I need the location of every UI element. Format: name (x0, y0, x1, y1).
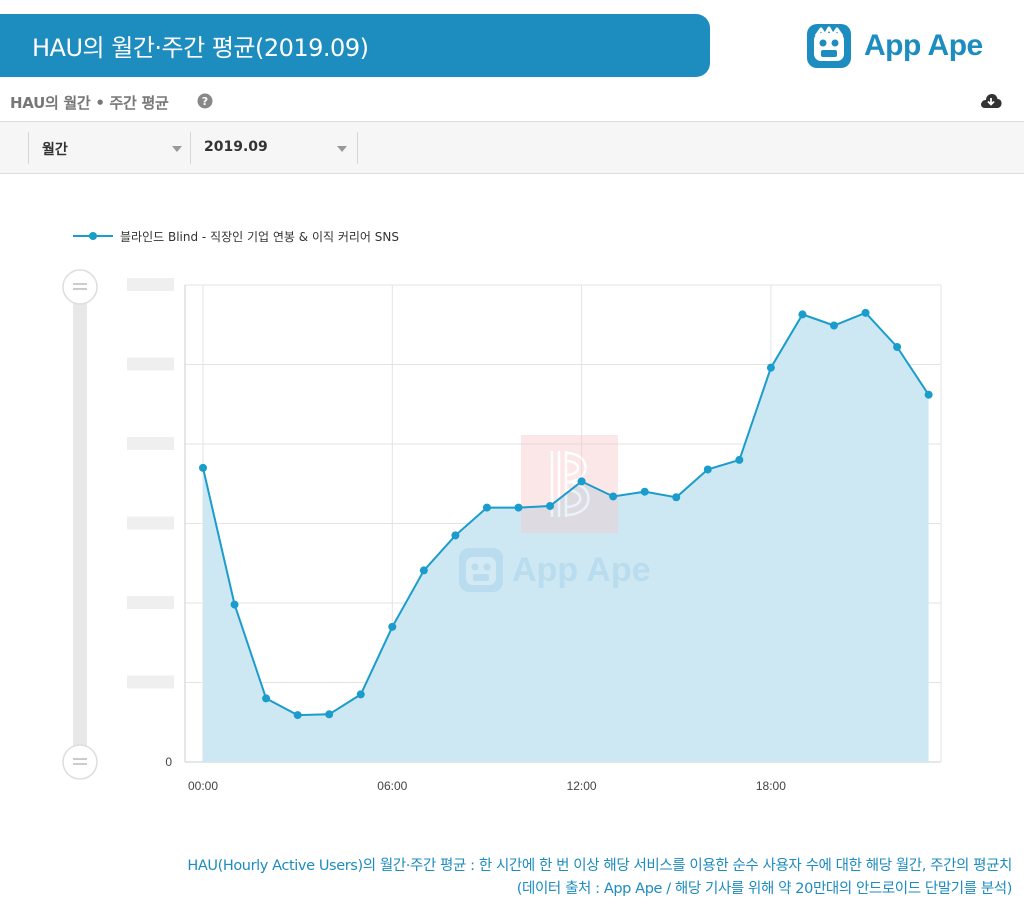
period-dropdown-value: 월간 (42, 142, 68, 158)
x-tick-labels: 00:00 06:00 12:00 18:00 (188, 779, 786, 793)
filter-divider (357, 132, 358, 164)
x-tick-label: 06:00 (377, 779, 407, 793)
panel-header: HAU의 월간 • 주간 평균 ? (0, 84, 1024, 122)
y-tick-label-hidden (127, 357, 174, 371)
x-tick-label: 00:00 (188, 779, 218, 793)
data-point[interactable] (514, 503, 523, 512)
data-point[interactable] (609, 492, 618, 501)
footnote: HAU(Hourly Active Users)의 월간·주간 평균 : 한 시… (187, 855, 1012, 901)
brand-name: App Ape (864, 29, 983, 62)
month-dropdown[interactable]: 2019.09 (190, 132, 357, 164)
data-point[interactable] (798, 310, 807, 319)
data-point[interactable] (703, 465, 712, 474)
data-point[interactable] (893, 343, 902, 352)
footnote-line-2: (데이터 출처 : App Ape / 해당 기사를 위해 약 20만대의 안드… (516, 881, 1013, 897)
x-tick-label: 18:00 (756, 779, 786, 793)
x-tick-label: 12:00 (567, 779, 597, 793)
legend-label: 블라인드 Blind - 직장인 기업 연봉 & 이직 커리어 SNS (120, 230, 399, 244)
data-point[interactable] (924, 390, 933, 399)
period-dropdown[interactable]: 월간 (28, 132, 188, 164)
cloud-download-icon[interactable] (980, 92, 1002, 110)
chart-area: 0 App Ape 00:00 06:00 12:00 18:00 (0, 175, 1024, 825)
series-line (202, 311, 930, 717)
zoom-slider-track[interactable] (73, 287, 87, 763)
data-point[interactable] (640, 487, 649, 496)
data-point[interactable] (577, 477, 586, 486)
hau-chart: 0 App Ape 00:00 06:00 12:00 18:00 (62, 230, 942, 793)
watermark: App Ape (459, 435, 651, 592)
watermark-mascot-icon (459, 548, 503, 592)
chevron-down-icon (172, 146, 182, 152)
data-point[interactable] (546, 502, 555, 511)
data-point[interactable] (356, 690, 365, 699)
data-point[interactable] (419, 566, 428, 575)
banner-title: HAU의 월간·주간 평균(2019.09) (32, 34, 369, 62)
data-point[interactable] (672, 493, 681, 502)
data-point[interactable] (766, 363, 775, 372)
data-point[interactable] (293, 711, 302, 720)
data-point[interactable] (735, 455, 744, 464)
y-tick-label: 0 (165, 755, 172, 769)
y-tick-label-hidden (127, 516, 174, 530)
app-ape-mascot-icon (807, 24, 851, 68)
month-dropdown-value: 2019.09 (204, 139, 268, 155)
data-point[interactable] (388, 622, 397, 631)
data-point[interactable] (451, 531, 460, 540)
data-point[interactable] (230, 600, 239, 609)
brand-logo: App Ape (804, 16, 1004, 76)
watermark-text: App Ape (512, 551, 651, 589)
zoom-slider-bottom-handle[interactable] (62, 744, 98, 780)
title-banner: HAU의 월간·주간 평균(2019.09) (0, 14, 710, 77)
series-area (203, 312, 929, 762)
data-point[interactable] (325, 710, 334, 719)
data-point[interactable] (262, 694, 271, 703)
legend[interactable]: 블라인드 Blind - 직장인 기업 연봉 & 이직 커리어 SNS (73, 230, 399, 244)
y-tick-label-hidden (127, 675, 174, 689)
footnote-line-1: HAU(Hourly Active Users)의 월간·주간 평균 : 한 시… (187, 858, 1012, 874)
filter-bar: 월간 2019.09 (0, 122, 1024, 174)
zoom-slider-top-handle[interactable] (62, 269, 98, 305)
data-point[interactable] (861, 308, 870, 317)
help-icon[interactable]: ? (197, 93, 213, 109)
data-point[interactable] (482, 503, 491, 512)
panel-title: HAU의 월간 • 주간 평균 (10, 94, 169, 112)
legend-point-marker (89, 232, 97, 240)
data-point[interactable] (830, 321, 838, 330)
chevron-down-icon (337, 146, 347, 152)
svg-text:?: ? (202, 95, 208, 108)
y-tick-label-hidden (127, 437, 174, 450)
series-points (199, 308, 933, 720)
y-tick-labels: 0 (127, 278, 174, 769)
y-tick-label-hidden (127, 596, 174, 609)
data-point[interactable] (199, 463, 207, 472)
y-tick-label-hidden (127, 278, 174, 291)
watermark-badge (521, 435, 618, 533)
